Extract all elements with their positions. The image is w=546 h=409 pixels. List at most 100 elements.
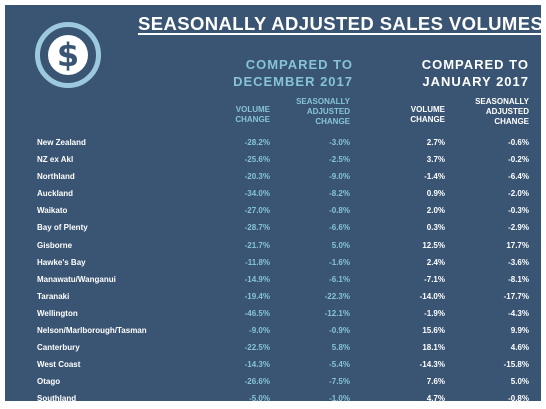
- dec-volume-change: -9.0%: [249, 326, 270, 336]
- jan-volume-change: -1.9%: [424, 308, 445, 318]
- column-header-jan-seasonally-adjusted: SEASONALLY ADJUSTED CHANGE: [475, 97, 529, 127]
- column-header-line: CHANGE: [235, 115, 270, 124]
- region-name: West Coast: [37, 360, 81, 370]
- region-name: Hawke's Bay: [37, 257, 86, 267]
- group-header-december-line2: DECEMBER 2017: [233, 74, 353, 89]
- jan-volume-change: 2.4%: [426, 257, 445, 267]
- dec-seasonally-adjusted-change: 5.8%: [331, 343, 350, 353]
- table-row: Taranaki -19.4% -22.3% -14.0% -17.7%: [5, 289, 541, 306]
- dec-volume-change: -19.4%: [244, 291, 270, 301]
- dec-seasonally-adjusted-change: -2.5%: [329, 155, 350, 165]
- region-name: Manawatu/Wanganui: [37, 274, 116, 284]
- dec-seasonally-adjusted-change: -9.0%: [329, 172, 350, 182]
- region-name: Northland: [37, 172, 75, 182]
- jan-seasonally-adjusted-change: -4.3%: [508, 308, 529, 318]
- jan-seasonally-adjusted-change: 9.9%: [510, 326, 529, 336]
- column-header-line: VOLUME: [235, 105, 270, 114]
- region-name: Nelson/Marlborough/Tasman: [37, 326, 147, 336]
- jan-volume-change: 12.5%: [422, 240, 445, 250]
- table-row: West Coast -14.3% -5.4% -14.3% -15.8%: [5, 357, 541, 374]
- column-header-line: SEASONALLY: [296, 97, 350, 106]
- dec-seasonally-adjusted-change: -8.2%: [329, 189, 350, 199]
- region-name: Waikato: [37, 206, 68, 216]
- jan-seasonally-adjusted-change: -0.2%: [508, 155, 529, 165]
- dec-volume-change: -26.6%: [244, 377, 270, 387]
- jan-seasonally-adjusted-change: 17.7%: [506, 240, 529, 250]
- jan-volume-change: 0.3%: [426, 223, 445, 233]
- dec-seasonally-adjusted-change: -7.5%: [329, 377, 350, 387]
- column-header-line: ADJUSTED: [485, 107, 529, 116]
- group-header-december-line1: COMPARED TO: [245, 57, 353, 72]
- region-name: Canterbury: [37, 343, 80, 353]
- table-row: Wellington -46.5% -12.1% -1.9% -4.3%: [5, 306, 541, 323]
- table-row: Southland -5.0% -1.0% 4.7% -0.8%: [5, 391, 541, 408]
- dec-seasonally-adjusted-change: -1.6%: [329, 257, 350, 267]
- column-header-jan-volume: VOLUME CHANGE: [410, 105, 445, 125]
- dec-seasonally-adjusted-change: -3.0%: [329, 138, 350, 147]
- dec-volume-change: -20.3%: [244, 172, 270, 182]
- jan-volume-change: 18.1%: [422, 343, 445, 353]
- table-row: Hawke's Bay -11.8% -1.6% 2.4% -3.6%: [5, 255, 541, 272]
- jan-seasonally-adjusted-change: -0.3%: [508, 206, 529, 216]
- table-row: New Zealand -28.2% -3.0% 2.7% -0.6%: [5, 135, 541, 152]
- jan-volume-change: 2.7%: [426, 138, 445, 147]
- dec-volume-change: -28.7%: [244, 223, 270, 233]
- region-name: Otago: [37, 377, 61, 387]
- column-header-line: CHANGE: [410, 115, 445, 124]
- jan-volume-change: 3.7%: [426, 155, 445, 165]
- jan-seasonally-adjusted-change: -2.9%: [508, 223, 529, 233]
- dollar-icon: $: [35, 22, 101, 88]
- table-row: Waikato -27.0% -0.8% 2.0% -0.3%: [5, 203, 541, 220]
- column-header-dec-volume: VOLUME CHANGE: [235, 105, 270, 125]
- table-row: Gisborne -21.7% 5.0% 12.5% 17.7%: [5, 238, 541, 255]
- jan-seasonally-adjusted-change: -3.6%: [508, 257, 529, 267]
- table-row: Bay of Plenty -28.7% -6.6% 0.3% -2.9%: [5, 220, 541, 237]
- jan-volume-change: 4.7%: [426, 394, 445, 404]
- page-title: SEASONALLY ADJUSTED SALES VOLUMES: [138, 13, 544, 34]
- region-name: Bay of Plenty: [37, 223, 88, 233]
- jan-volume-change: 7.6%: [426, 377, 445, 387]
- dec-volume-change: -5.0%: [249, 394, 270, 404]
- dec-seasonally-adjusted-change: -0.8%: [329, 206, 350, 216]
- jan-volume-change: 0.9%: [426, 189, 445, 199]
- dec-seasonally-adjusted-change: -0.9%: [329, 326, 350, 336]
- column-header-dec-seasonally-adjusted: SEASONALLY ADJUSTED CHANGE: [296, 97, 350, 127]
- jan-seasonally-adjusted-change: -0.6%: [508, 138, 529, 147]
- jan-seasonally-adjusted-change: -6.4%: [508, 172, 529, 182]
- jan-seasonally-adjusted-change: -8.1%: [508, 274, 529, 284]
- dollar-glyph: $: [48, 35, 88, 75]
- dec-seasonally-adjusted-change: -6.6%: [329, 223, 350, 233]
- dec-volume-change: -28.2%: [244, 138, 270, 147]
- dec-seasonally-adjusted-change: 5.0%: [331, 240, 350, 250]
- region-name: NZ ex Akl: [37, 155, 74, 165]
- table-row: Otago -26.6% -7.5% 7.6% 5.0%: [5, 374, 541, 391]
- table-row: NZ ex Akl -25.6% -2.5% 3.7% -0.2%: [5, 152, 541, 169]
- group-header-january: COMPARED TO JANUARY 2017: [422, 56, 529, 90]
- jan-seasonally-adjusted-change: 5.0%: [510, 377, 529, 387]
- column-header-line: CHANGE: [315, 117, 350, 126]
- dec-seasonally-adjusted-change: -12.1%: [324, 308, 350, 318]
- table-row: Auckland -34.0% -8.2% 0.9% -2.0%: [5, 186, 541, 203]
- jan-seasonally-adjusted-change: -0.8%: [508, 394, 529, 404]
- jan-seasonally-adjusted-change: -2.0%: [508, 189, 529, 199]
- dec-volume-change: -46.5%: [244, 308, 270, 318]
- jan-seasonally-adjusted-change: 4.6%: [510, 343, 529, 353]
- dec-volume-change: -22.5%: [244, 343, 270, 353]
- table-row: Manawatu/Wanganui -14.9% -6.1% -7.1% -8.1%: [5, 272, 541, 289]
- jan-volume-change: -14.0%: [419, 291, 445, 301]
- jan-volume-change: 15.6%: [422, 326, 445, 336]
- column-header-line: SEASONALLY: [475, 97, 529, 106]
- group-header-january-line2: JANUARY 2017: [422, 74, 529, 89]
- region-name: Southland: [37, 394, 77, 404]
- table-row: Nelson/Marlborough/Tasman -9.0% -0.9% 15.6%…: [5, 323, 541, 340]
- dec-volume-change: -21.7%: [244, 240, 270, 250]
- region-name: Auckland: [37, 189, 74, 199]
- dec-seasonally-adjusted-change: -1.0%: [329, 394, 350, 404]
- jan-volume-change: -7.1%: [424, 274, 445, 284]
- dec-volume-change: -25.6%: [244, 155, 270, 165]
- group-header-january-line1: COMPARED TO: [421, 57, 529, 72]
- table-row: Northland -20.3% -9.0% -1.4% -6.4%: [5, 169, 541, 186]
- column-header-line: VOLUME: [410, 105, 445, 114]
- jan-seasonally-adjusted-change: -15.8%: [503, 360, 529, 370]
- region-name: Gisborne: [37, 240, 73, 250]
